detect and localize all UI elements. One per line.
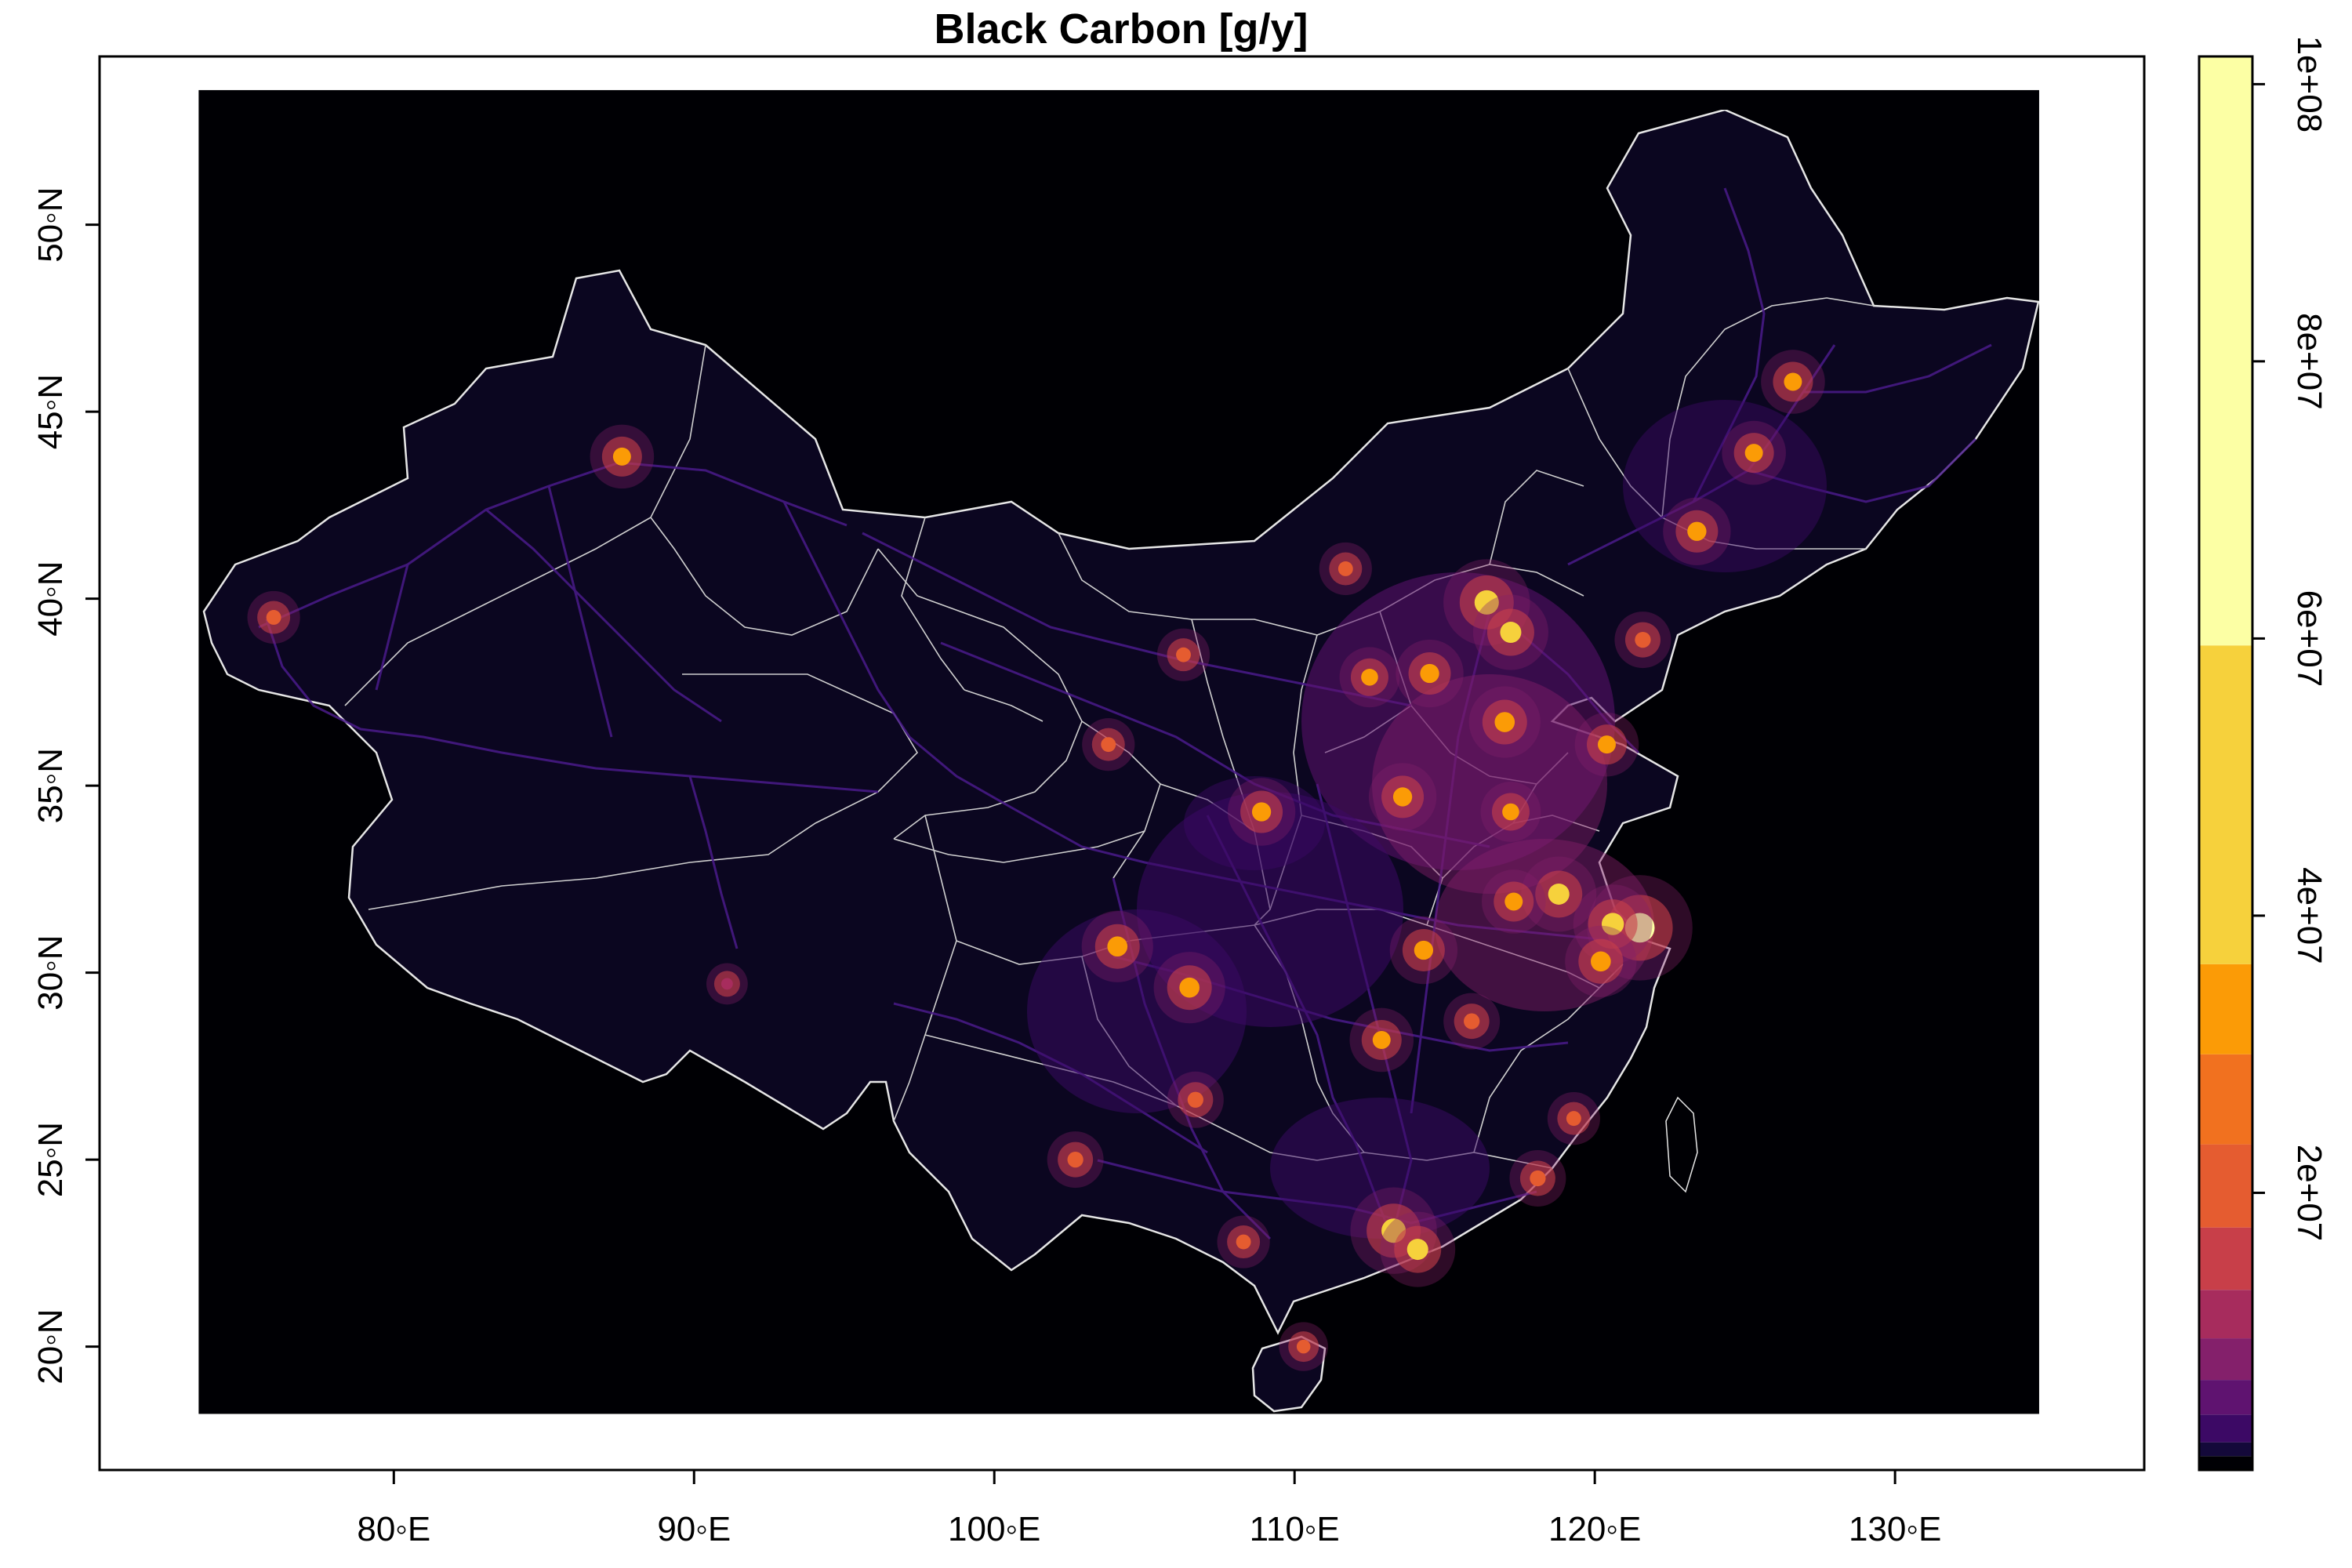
hotspot-core bbox=[1744, 444, 1763, 463]
hotspot-core bbox=[1101, 737, 1116, 753]
hotspot-core bbox=[1504, 892, 1523, 911]
hotspot-core bbox=[1420, 663, 1439, 684]
y-tick-label: 40◦N bbox=[31, 561, 70, 636]
colorbar-segment bbox=[2199, 964, 2252, 1054]
colorbar-segment bbox=[2199, 1414, 2252, 1443]
hotspot-core bbox=[1530, 1170, 1546, 1187]
hotspot-core bbox=[1591, 951, 1611, 972]
hotspot-core bbox=[1176, 647, 1191, 662]
x-tick-label: 130◦E bbox=[1849, 1510, 1941, 1548]
colorbar-tick-label: 1e+08 bbox=[2290, 36, 2328, 133]
hotspot-core bbox=[1338, 561, 1353, 576]
colorbar-segment bbox=[2199, 1144, 2252, 1228]
x-tick-label: 90◦E bbox=[657, 1510, 731, 1548]
hotspot-core bbox=[1784, 372, 1802, 391]
hotspot-core bbox=[1187, 1091, 1203, 1108]
hotspot-core bbox=[1601, 913, 1624, 935]
hotspot-core bbox=[1500, 622, 1522, 644]
hotspot-core bbox=[1687, 521, 1707, 541]
colorbar-segment bbox=[2199, 645, 2252, 964]
x-tick-label: 120◦E bbox=[1548, 1510, 1641, 1548]
hotspot-core bbox=[1414, 940, 1434, 960]
hotspot-core bbox=[1296, 1339, 1311, 1354]
map-title: Black Carbon [g/y] bbox=[934, 5, 1308, 53]
hotspot-core bbox=[1502, 803, 1519, 821]
hotspot-core bbox=[1067, 1151, 1083, 1168]
y-tick-label: 50◦N bbox=[31, 187, 70, 262]
hotspot-core bbox=[1406, 1239, 1428, 1261]
colorbar-tick-label: 4e+07 bbox=[2290, 867, 2328, 964]
y-tick-label: 30◦N bbox=[31, 935, 70, 1010]
colorbar-segment bbox=[2199, 1338, 2252, 1381]
y-tick-label: 25◦N bbox=[31, 1122, 70, 1197]
china-land-shape bbox=[202, 110, 2040, 1335]
hotspot-core bbox=[1474, 590, 1499, 615]
colorbar-segment bbox=[2199, 1380, 2252, 1415]
hotspot-core bbox=[1566, 1111, 1581, 1127]
colorbar-frame bbox=[2198, 55, 2254, 1472]
hotspot-core bbox=[1361, 668, 1378, 686]
hotspot-core bbox=[1179, 977, 1200, 998]
y-tick-label: 35◦N bbox=[31, 748, 70, 823]
colorbar-segment bbox=[2199, 1456, 2252, 1470]
hotspot-core bbox=[1464, 1013, 1480, 1029]
hotspot-core bbox=[266, 610, 281, 625]
y-axis: 20◦N 25◦N 30◦N 35◦N 40◦N 45◦N 50◦N bbox=[31, 187, 100, 1385]
colorbar-segment bbox=[2199, 1290, 2252, 1339]
x-tick-label: 110◦E bbox=[1250, 1510, 1340, 1548]
hotspot-core bbox=[1236, 1234, 1251, 1250]
colorbar-tick-label: 6e+07 bbox=[2290, 590, 2328, 688]
colorbar-segment bbox=[2199, 1442, 2252, 1457]
hotspot-core bbox=[1494, 712, 1515, 732]
taiwan-island-shape bbox=[1665, 1096, 1698, 1193]
colorbar: 2e+07 4e+07 6e+07 8e+07 1e+08 bbox=[2198, 36, 2328, 1472]
colorbar-segment bbox=[2199, 1227, 2252, 1290]
y-tick-label: 20◦N bbox=[31, 1308, 70, 1384]
hotspot-core bbox=[1251, 802, 1272, 822]
colorbar-segment bbox=[2199, 1054, 2252, 1145]
emission-hotspots bbox=[247, 350, 1825, 1371]
hotspot-core bbox=[720, 978, 733, 990]
x-tick-label: 80◦E bbox=[357, 1510, 430, 1548]
hotspot-core bbox=[1635, 631, 1651, 648]
x-axis: 80◦E 90◦E 100◦E 110◦E 120◦E 130◦E bbox=[357, 1470, 1941, 1548]
x-tick-label: 100◦E bbox=[948, 1510, 1040, 1548]
hotspot-core bbox=[1548, 883, 1570, 905]
hotspot-core bbox=[1372, 1030, 1391, 1049]
colorbar-tick-label: 8e+07 bbox=[2290, 313, 2328, 410]
y-tick-label: 45◦N bbox=[31, 374, 70, 449]
colorbar-segment bbox=[2199, 56, 2252, 646]
hotspot-core bbox=[612, 447, 631, 466]
hotspot-core bbox=[1107, 936, 1128, 957]
colorbar-tick-label: 2e+07 bbox=[2290, 1145, 2328, 1242]
hotspot-core bbox=[1598, 735, 1616, 754]
hotspot-core bbox=[1392, 787, 1413, 807]
